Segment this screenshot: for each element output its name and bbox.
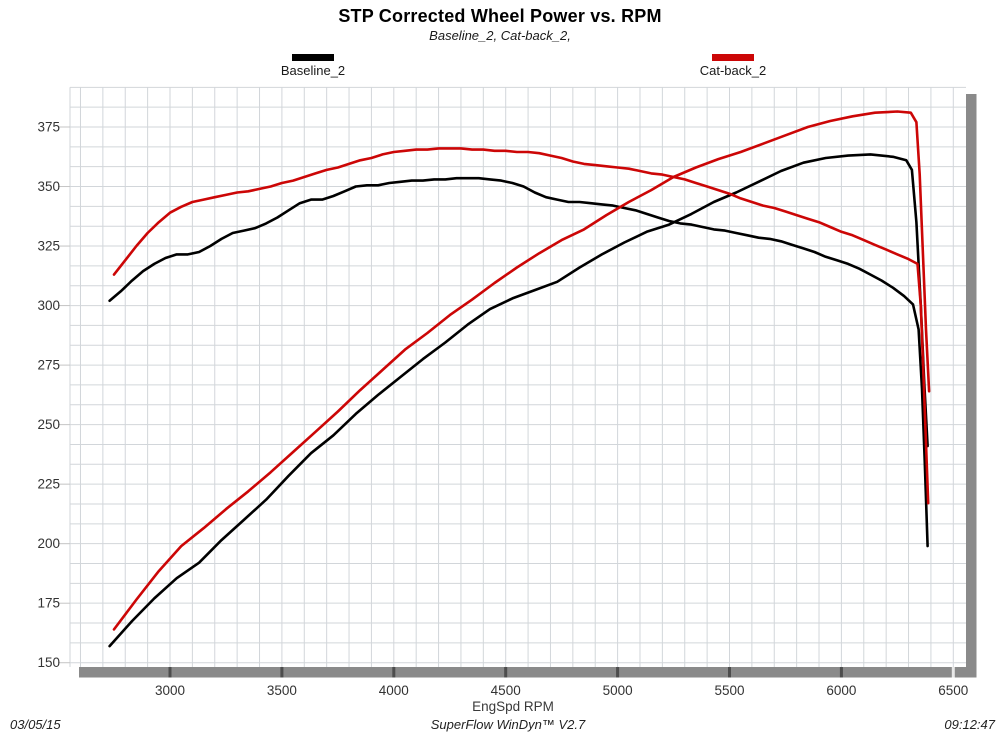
series-line-cat-back-2-power- [112,110,931,631]
x-axis-band [79,667,976,678]
page-subtitle: Baseline_2, Cat-back_2, [429,28,571,43]
x-tick-label: 5000 [603,683,633,698]
x-tick-label: 4500 [491,683,521,698]
x-tick [392,667,396,678]
series-line-cat-back-2-torque- [112,147,930,505]
y-tick-label: 325 [37,239,60,254]
legend-label-catback: Cat-back_2 [699,63,767,78]
x-axis-label: EngSpd RPM [472,699,554,714]
footer-time: 09:12:47 [944,717,995,732]
x-tick [839,667,843,678]
legend-item-baseline: Baseline_2 [248,54,378,78]
y-tick-label: 275 [37,358,60,373]
y-tick-label: 300 [37,298,60,313]
y-tick-label: 250 [37,417,60,432]
page-title: STP Corrected Wheel Power vs. RPM [338,6,662,26]
x-tick-label: 4000 [379,683,409,698]
x-tick [951,667,955,678]
y-tick-label: 175 [37,596,60,611]
x-tick [616,667,620,678]
y-tick-label: 200 [37,536,60,551]
right-axis-band [966,94,977,678]
y-tick-label: 350 [37,179,60,194]
x-tick-label: 6500 [938,683,968,698]
footer-app-name: SuperFlow WinDyn™ V2.7 [430,717,586,732]
x-tick-label: 6000 [826,683,856,698]
x-tick-label: 3000 [155,683,185,698]
y-tick-label: 225 [37,477,60,492]
legend-item-catback: Cat-back_2 [668,54,798,78]
y-tick-label: 375 [37,120,60,135]
legend-label-baseline: Baseline_2 [280,63,346,78]
x-tick [280,667,284,678]
x-tick [728,667,731,678]
x-tick [168,667,172,678]
series-line-baseline-2-power- [108,153,929,648]
series-line-baseline-2-torque- [108,176,929,548]
legend-swatch-catback [712,54,754,61]
x-tick-label: 5500 [714,683,744,698]
footer-date: 03/05/15 [10,717,61,732]
x-tick-label: 3500 [267,683,297,698]
x-tick [504,667,508,678]
y-tick-label: 150 [37,655,60,670]
legend-swatch-baseline [292,54,334,61]
